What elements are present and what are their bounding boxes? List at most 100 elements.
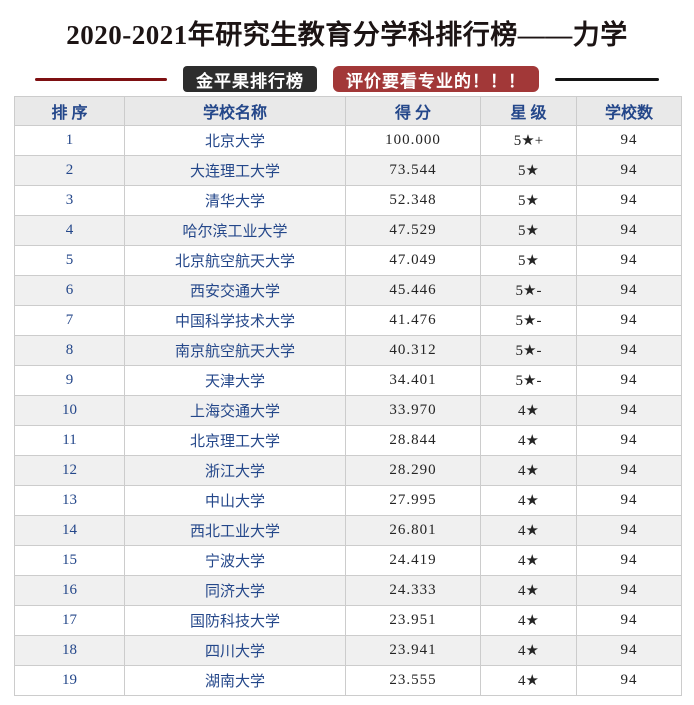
school-name-cell: 西北工业大学 <box>124 515 346 546</box>
school-count-cell: 94 <box>576 395 682 426</box>
star-rating-cell: 4★ <box>480 395 577 426</box>
rank-cell: 15 <box>14 545 125 576</box>
school-name-cell: 浙江大学 <box>124 455 346 486</box>
score-cell: 23.951 <box>345 605 481 636</box>
star-rating-cell: 4★ <box>480 515 577 546</box>
school-name-cell: 中山大学 <box>124 485 346 516</box>
school-name-cell: 南京航空航天大学 <box>124 335 346 366</box>
school-count-cell: 94 <box>576 275 682 306</box>
table-row: 6 西安交通大学 45.446 5★- 94 <box>14 275 682 306</box>
score-cell: 34.401 <box>345 365 481 396</box>
table-header-row: 排 序 学校名称 得 分 星 级 学校数 <box>14 96 682 126</box>
school-name-cell: 国防科技大学 <box>124 605 346 636</box>
rank-cell: 5 <box>14 245 125 276</box>
star-rating-cell: 4★ <box>480 545 577 576</box>
school-name-cell: 中国科学技术大学 <box>124 305 346 336</box>
rank-cell: 8 <box>14 335 125 366</box>
score-cell: 40.312 <box>345 335 481 366</box>
score-cell: 41.476 <box>345 305 481 336</box>
rank-cell: 2 <box>14 155 125 186</box>
score-cell: 23.555 <box>345 665 481 696</box>
school-count-cell: 94 <box>576 575 682 606</box>
star-rating-cell: 5★- <box>480 275 577 306</box>
score-cell: 45.446 <box>345 275 481 306</box>
school-count-cell: 94 <box>576 605 682 636</box>
score-cell: 23.941 <box>345 635 481 666</box>
rank-cell: 14 <box>14 515 125 546</box>
star-rating-cell: 4★ <box>480 575 577 606</box>
school-count-cell: 94 <box>576 155 682 186</box>
header-score: 得 分 <box>345 96 481 126</box>
rank-cell: 19 <box>14 665 125 696</box>
school-count-cell: 94 <box>576 305 682 336</box>
school-count-cell: 94 <box>576 515 682 546</box>
school-count-cell: 94 <box>576 185 682 216</box>
table-row: 1 北京大学 100.000 5★+ 94 <box>14 125 682 156</box>
table-row: 5 北京航空航天大学 47.049 5★ 94 <box>14 245 682 276</box>
rank-cell: 6 <box>14 275 125 306</box>
table-row: 8 南京航空航天大学 40.312 5★- 94 <box>14 335 682 366</box>
star-rating-cell: 4★ <box>480 665 577 696</box>
slogan-badge: 评价要看专业的！！！ <box>333 66 539 92</box>
school-count-cell: 94 <box>576 215 682 246</box>
school-name-cell: 天津大学 <box>124 365 346 396</box>
score-cell: 27.995 <box>345 485 481 516</box>
school-name-cell: 大连理工大学 <box>124 155 346 186</box>
table-row: 4 哈尔滨工业大学 47.529 5★ 94 <box>14 215 682 246</box>
school-count-cell: 94 <box>576 665 682 696</box>
score-cell: 47.049 <box>345 245 481 276</box>
table-row: 19 湖南大学 23.555 4★ 94 <box>14 665 682 696</box>
school-name-cell: 四川大学 <box>124 635 346 666</box>
table-row: 18 四川大学 23.941 4★ 94 <box>14 635 682 666</box>
table-row: 15 宁波大学 24.419 4★ 94 <box>14 545 682 576</box>
star-rating-cell: 4★ <box>480 635 577 666</box>
star-rating-cell: 5★- <box>480 305 577 336</box>
school-name-cell: 西安交通大学 <box>124 275 346 306</box>
school-count-cell: 94 <box>576 485 682 516</box>
score-cell: 26.801 <box>345 515 481 546</box>
table-row: 14 西北工业大学 26.801 4★ 94 <box>14 515 682 546</box>
table-row: 10 上海交通大学 33.970 4★ 94 <box>14 395 682 426</box>
school-count-cell: 94 <box>576 365 682 396</box>
star-rating-cell: 5★+ <box>480 125 577 156</box>
rank-cell: 7 <box>14 305 125 336</box>
school-name-cell: 北京大学 <box>124 125 346 156</box>
rank-cell: 9 <box>14 365 125 396</box>
table-row: 17 国防科技大学 23.951 4★ 94 <box>14 605 682 636</box>
rank-cell: 10 <box>14 395 125 426</box>
score-cell: 33.970 <box>345 395 481 426</box>
rank-cell: 4 <box>14 215 125 246</box>
score-cell: 24.333 <box>345 575 481 606</box>
ranking-table: 排 序 学校名称 得 分 星 级 学校数 1 北京大学 100.000 5★+ 94 2 大… <box>14 96 682 696</box>
star-rating-cell: 4★ <box>480 485 577 516</box>
decorative-line-right <box>555 77 659 81</box>
score-cell: 52.348 <box>345 185 481 216</box>
table-row: 13 中山大学 27.995 4★ 94 <box>14 485 682 516</box>
rank-cell: 18 <box>14 635 125 666</box>
school-name-cell: 湖南大学 <box>124 665 346 696</box>
rank-cell: 12 <box>14 455 125 486</box>
star-rating-cell: 5★- <box>480 365 577 396</box>
school-count-cell: 94 <box>576 245 682 276</box>
table-row: 9 天津大学 34.401 5★- 94 <box>14 365 682 396</box>
school-name-cell: 上海交通大学 <box>124 395 346 426</box>
star-rating-cell: 5★ <box>480 155 577 186</box>
page-title: 2020-2021年研究生教育分学科排行榜——力学 <box>66 20 628 50</box>
score-cell: 24.419 <box>345 545 481 576</box>
table-row: 11 北京理工大学 28.844 4★ 94 <box>14 425 682 456</box>
school-count-cell: 94 <box>576 425 682 456</box>
table-row: 7 中国科学技术大学 41.476 5★- 94 <box>14 305 682 336</box>
school-count-cell: 94 <box>576 635 682 666</box>
school-name-cell: 同济大学 <box>124 575 346 606</box>
score-cell: 28.290 <box>345 455 481 486</box>
rank-cell: 13 <box>14 485 125 516</box>
star-rating-cell: 4★ <box>480 455 577 486</box>
score-cell: 73.544 <box>345 155 481 186</box>
school-name-cell: 宁波大学 <box>124 545 346 576</box>
rank-cell: 17 <box>14 605 125 636</box>
header-rank: 排 序 <box>14 96 125 126</box>
school-name-cell: 北京航空航天大学 <box>124 245 346 276</box>
header-school: 学校名称 <box>124 96 346 126</box>
school-name-cell: 清华大学 <box>124 185 346 216</box>
score-cell: 28.844 <box>345 425 481 456</box>
